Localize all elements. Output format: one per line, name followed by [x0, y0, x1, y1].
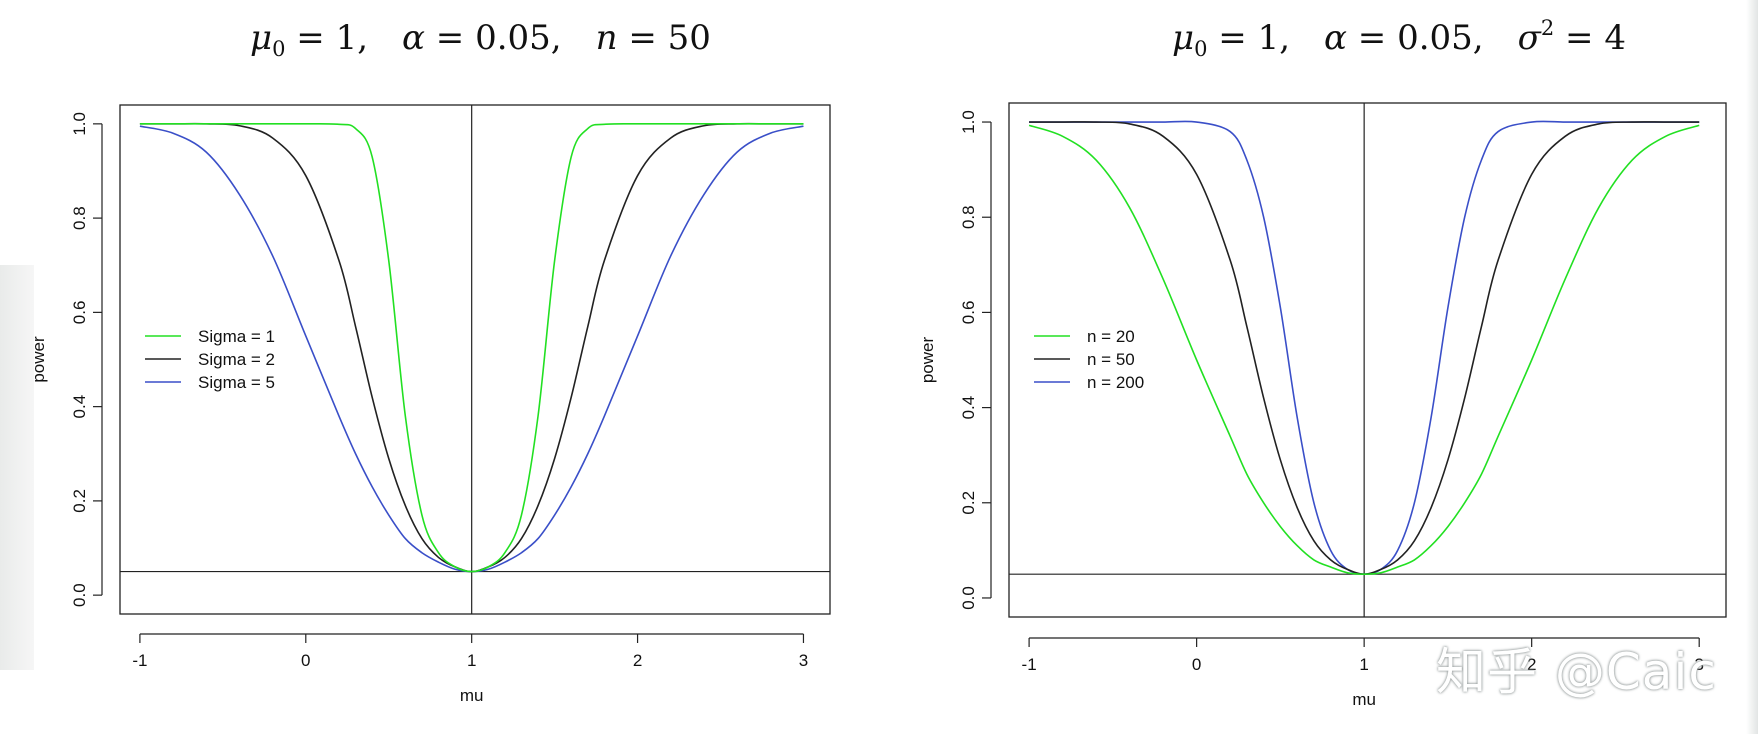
y-tick-label: 0.2	[70, 489, 89, 513]
y-axis-label: power	[918, 337, 937, 384]
y-tick-label: 0.8	[959, 205, 978, 229]
plot-frame	[119, 104, 831, 615]
x-axis-label: mu	[460, 686, 484, 705]
y-tick-label: 0.6	[70, 301, 89, 325]
watermark: 知乎 @Caic	[1436, 643, 1717, 701]
x-tick-label: -1	[132, 651, 147, 670]
x-tick-label: 2	[633, 651, 642, 670]
y-tick-label: 0.8	[70, 206, 89, 230]
x-axis-label: mu	[1352, 690, 1376, 709]
x-tick-label: 2	[1527, 655, 1536, 674]
series-line-n-20	[1028, 124, 1700, 575]
legend-label: Sigma = 2	[198, 350, 275, 369]
y-tick-label: 1.0	[70, 112, 89, 136]
y-tick-label: 0.0	[70, 583, 89, 607]
y-tick-label: 0.4	[70, 395, 89, 419]
legend-label: Sigma = 5	[198, 373, 275, 392]
y-tick-label: 1.0	[959, 110, 978, 134]
x-tick-label: 1	[467, 651, 476, 670]
x-tick-label: 0	[1192, 655, 1201, 674]
series-line-sigma-1	[139, 123, 804, 573]
chart-title-right: μ0 = 1, α = 0.05, σ2 = 4	[1172, 16, 1626, 61]
x-tick-label: 1	[1359, 655, 1368, 674]
legend-label: n = 20	[1087, 327, 1135, 346]
legend-label: Sigma = 1	[198, 327, 275, 346]
chart-left: -1 0 1 2 3 0.0 0.2 0.4 0.6 0.8 1.0 mu power Sigma = 1…	[29, 104, 831, 705]
y-tick-label: 0.4	[959, 396, 978, 420]
chart-title-left: μ0 = 1, α = 0.05, n = 50	[250, 18, 711, 61]
y-tick-label: 0.0	[959, 586, 978, 610]
x-tick-label: 3	[1694, 655, 1703, 674]
x-tick-label: 0	[301, 651, 310, 670]
page-edge-shading	[0, 265, 34, 670]
y-tick-label: 0.6	[959, 301, 978, 325]
chart-right: -1 0 1 2 3 0.0 0.2 0.4 0.6 0.8 1.0 mu power n = 20 n =…	[918, 102, 1727, 709]
x-tick-label: -1	[1022, 655, 1037, 674]
legend-label: n = 200	[1087, 373, 1144, 392]
page-edge-shading-right	[1746, 0, 1758, 734]
x-tick-label: 3	[799, 651, 808, 670]
legend-label: n = 50	[1087, 350, 1135, 369]
y-axis-label: power	[29, 336, 48, 383]
plot-frame	[1008, 102, 1727, 618]
y-tick-label: 0.2	[959, 491, 978, 515]
